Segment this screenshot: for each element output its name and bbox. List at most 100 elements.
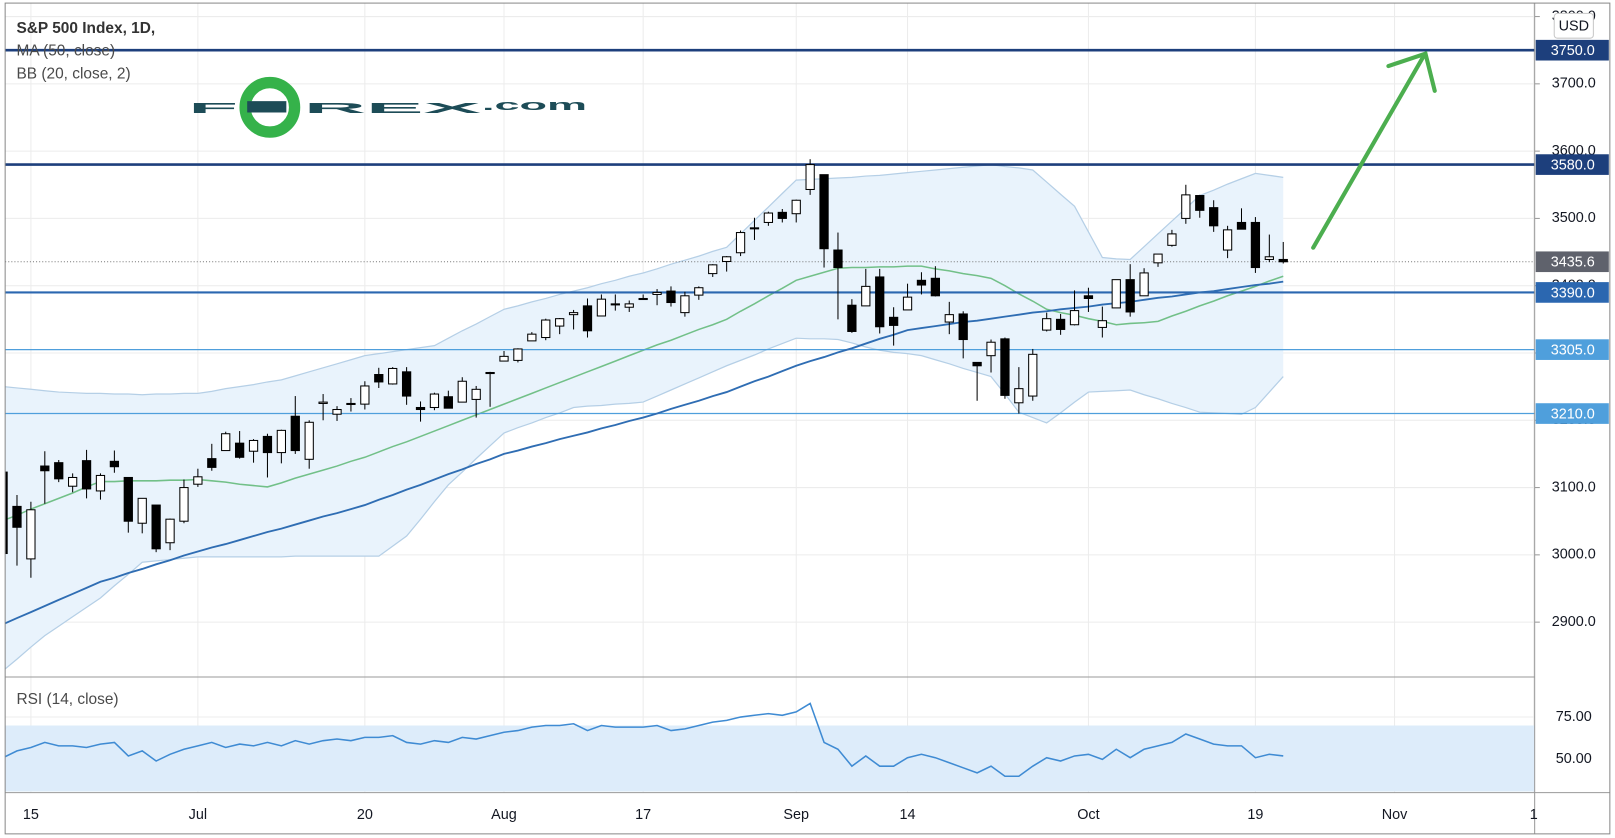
candle-body xyxy=(234,442,245,458)
level-label: 3750.0 xyxy=(1551,43,1595,59)
level-label-box xyxy=(1535,39,1609,61)
candle-body xyxy=(276,429,287,454)
level-label: 3580.0 xyxy=(1551,157,1595,173)
candle-body xyxy=(1209,207,1219,227)
candle-body xyxy=(708,264,718,275)
candle-body xyxy=(555,318,565,327)
level-label-box xyxy=(1535,282,1609,303)
y-tick-label: 2900.0 xyxy=(1552,614,1596,630)
candle-body xyxy=(694,287,704,296)
candle-body xyxy=(875,276,885,328)
x-tick-label: Sep xyxy=(783,807,809,823)
level-label-box xyxy=(1535,403,1609,424)
candle-body xyxy=(791,199,801,215)
candle-body xyxy=(443,396,453,409)
logo-right: REX xyxy=(304,101,483,117)
candle-body xyxy=(763,212,774,223)
candle-body xyxy=(624,303,634,308)
x-tick-label: 20 xyxy=(357,807,373,823)
candle-body xyxy=(262,435,273,454)
axis-layer: 15 Jul 20 Aug 17 Sep 14 Oct 19 Nov 1 2900.0 3000.0 31… xyxy=(23,8,1609,823)
frame xyxy=(4,2,1611,835)
candle-body xyxy=(5,471,8,555)
candle-body xyxy=(568,312,579,316)
candle-body xyxy=(485,371,495,375)
candle-body xyxy=(972,361,982,367)
candle-body xyxy=(457,380,467,403)
x-tick-label: Nov xyxy=(1382,807,1408,823)
candle-body xyxy=(1111,279,1121,309)
candle-body xyxy=(221,433,231,452)
candle-body xyxy=(1014,388,1024,404)
x-tick-label: 14 xyxy=(900,807,916,823)
bollinger-lower xyxy=(5,337,1284,670)
bollinger-upper xyxy=(5,163,1284,396)
candle-body xyxy=(1167,233,1177,246)
candle-body xyxy=(1042,318,1052,331)
candle-body xyxy=(541,319,551,339)
candle-body xyxy=(1097,320,1107,328)
candle-body xyxy=(415,406,426,411)
candle-body xyxy=(819,174,829,250)
candle-body xyxy=(735,232,746,254)
bollinger-band xyxy=(5,164,1284,669)
candle-body xyxy=(151,504,161,550)
level-label: 3390.0 xyxy=(1551,285,1595,301)
candle-body xyxy=(666,290,676,304)
legend-bb: BB (20, close, 2) xyxy=(16,65,130,82)
x-tick-label: 19 xyxy=(1247,807,1263,823)
candle-body xyxy=(318,401,328,404)
legend-ma: MA (50, close) xyxy=(16,43,115,60)
candle-body xyxy=(123,476,133,522)
arrow-head xyxy=(1386,51,1437,93)
candle-body xyxy=(888,316,899,326)
rsi-band xyxy=(5,725,1535,792)
candle-body xyxy=(499,355,509,362)
candle-body xyxy=(1153,253,1163,264)
rsi-pane xyxy=(5,702,1535,792)
candle-body xyxy=(137,497,147,524)
last-price-label: 3435.6 xyxy=(1551,255,1595,271)
candle-body xyxy=(1139,272,1149,297)
x-tick-label: 1 xyxy=(1530,807,1538,823)
candle-body xyxy=(1195,195,1205,211)
candle-body xyxy=(165,518,175,544)
y-tick-label: 3000.0 xyxy=(1552,547,1596,563)
candle-body xyxy=(582,305,593,332)
x-tick-label: Jul xyxy=(189,807,207,823)
candle-body xyxy=(777,211,787,219)
candle-body xyxy=(1055,318,1066,330)
arrow-shaft xyxy=(1311,52,1427,250)
trend-arrow xyxy=(1311,51,1437,250)
currency-box xyxy=(1553,12,1594,39)
candle-body xyxy=(40,465,50,472)
candle-body xyxy=(1222,229,1233,251)
candle-body xyxy=(401,371,412,397)
logo-circle xyxy=(239,76,301,138)
y-tick-label: 75.00 xyxy=(1556,709,1592,725)
candle-body xyxy=(290,415,300,452)
candle-body xyxy=(12,505,22,528)
candle-body xyxy=(193,476,203,485)
candle-body xyxy=(1125,279,1135,313)
candle-body xyxy=(1083,295,1094,300)
candle-body xyxy=(109,460,120,468)
level-label: 3210.0 xyxy=(1551,406,1595,422)
x-tick-label: 15 xyxy=(23,807,39,823)
candle-body xyxy=(1028,353,1038,397)
candle-body xyxy=(179,487,189,522)
x-tick-label: Aug xyxy=(491,807,517,823)
candle-body xyxy=(596,298,607,317)
x-tick-label: 17 xyxy=(635,807,651,823)
candle-body xyxy=(513,348,523,361)
candle-body xyxy=(902,296,913,311)
last-price-box xyxy=(1535,251,1609,273)
candle-body xyxy=(207,458,217,468)
moving-average xyxy=(5,280,1284,625)
price-pane xyxy=(5,48,1535,670)
candle-body xyxy=(610,303,620,306)
candle-body xyxy=(95,474,106,492)
candle-body xyxy=(638,297,648,301)
